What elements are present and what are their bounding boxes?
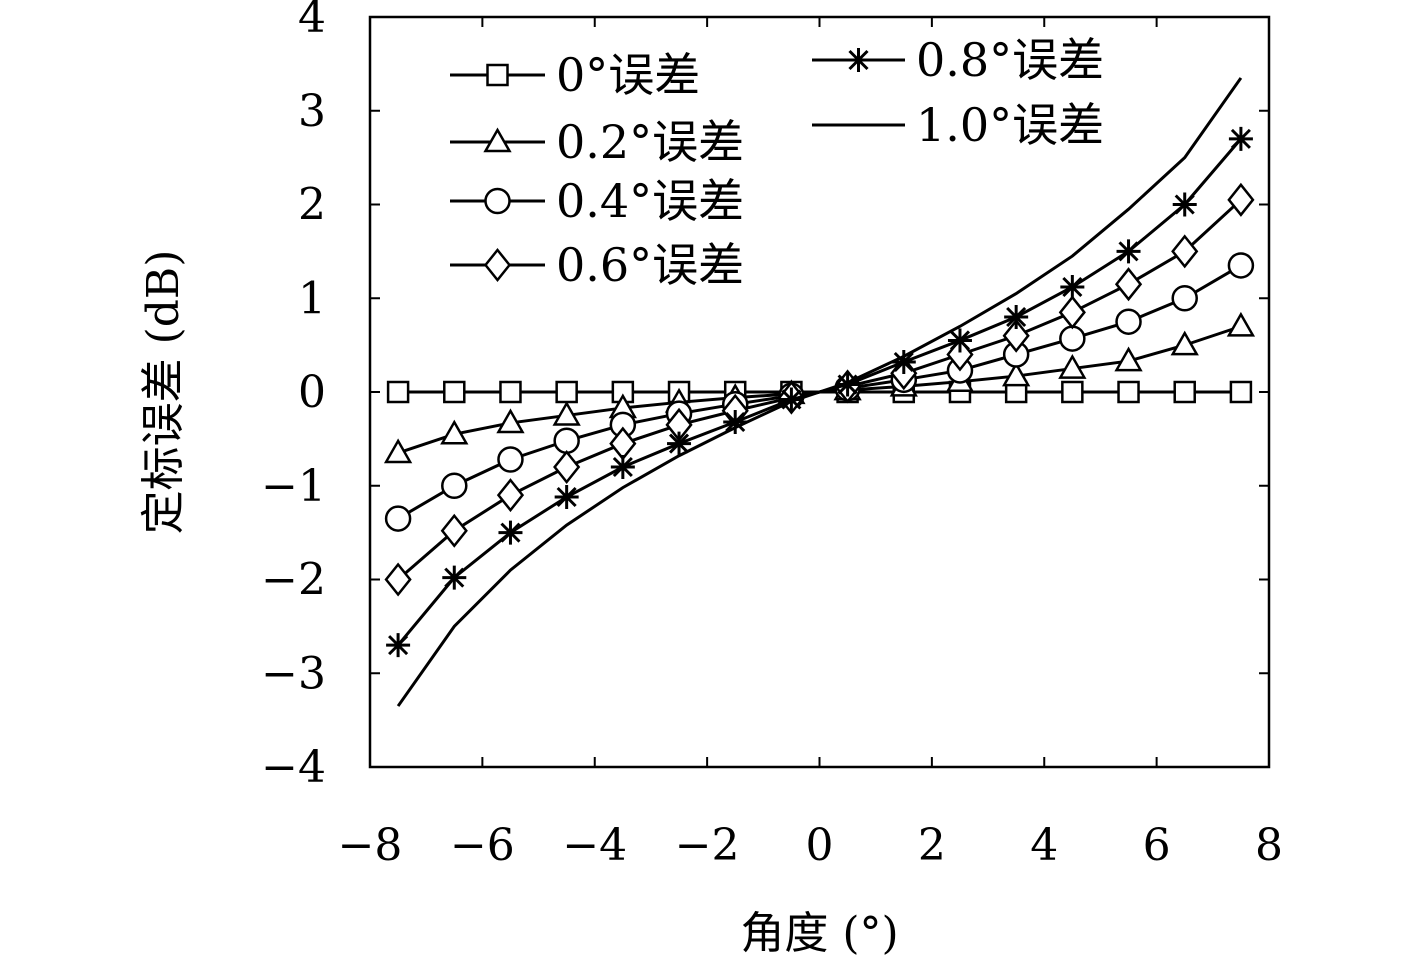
x-tick-label: 8: [1255, 820, 1283, 871]
y-tick-label: −3: [261, 648, 326, 699]
legend-entry: 0.4°误差: [450, 174, 744, 228]
y-tick-label: −1: [261, 461, 326, 512]
legend-marker-triangle: [483, 127, 512, 153]
legend: 0°误差 0.2°误差0.4°误差 0.6°误差 0.8°误差 1.0°误差: [450, 33, 1104, 292]
data-point-star: [723, 410, 748, 434]
x-tick-label: −4: [562, 820, 627, 871]
data-point-star: [554, 485, 579, 509]
data-point-triangle: [383, 438, 413, 464]
data-point-triangle: [1114, 346, 1143, 372]
data-point-square: [555, 380, 578, 404]
legend-entry: 0.6°误差: [450, 238, 744, 292]
series-5: [396, 77, 1243, 707]
data-point-circle: [1059, 325, 1086, 352]
series-layer: [383, 77, 1256, 707]
data-point-star: [1228, 126, 1253, 151]
data-point-square: [1061, 380, 1084, 404]
legend-label: 1.0°误差: [916, 98, 1104, 152]
ticks-layer: −8 −6 −4 −2 0 2 4 6 8 −4 −3 −2 −1 0 1 2 3 4: [261, 0, 1283, 871]
legend-marker-circle: [484, 187, 511, 215]
data-point-square: [386, 380, 410, 404]
data-point-diamond: [1114, 267, 1143, 302]
data-point-circle: [1171, 285, 1198, 312]
data-point-star: [779, 387, 804, 412]
x-tick-label: 6: [1143, 820, 1171, 871]
data-point-circle: [441, 472, 468, 499]
data-point-star: [1004, 305, 1029, 329]
y-tick-label: 4: [298, 0, 326, 43]
legend-marker-square: [486, 63, 509, 87]
data-point-star: [667, 431, 692, 456]
data-point-diamond: [553, 449, 581, 485]
data-point-triangle: [1058, 354, 1087, 379]
data-point-square: [499, 380, 522, 404]
data-point-square: [1229, 380, 1253, 404]
data-point-circle: [384, 505, 412, 532]
legend-label: 0°误差: [556, 48, 700, 102]
legend-entry: 0.8°误差: [812, 33, 1104, 87]
data-point-circle: [1115, 308, 1142, 335]
data-point-triangle: [1002, 361, 1031, 387]
legend-marker-star: [846, 48, 871, 72]
series-2: [384, 252, 1255, 532]
y-tick-label: 2: [298, 180, 326, 231]
y-tick-label: 0: [298, 367, 326, 418]
data-point-diamond: [1058, 295, 1086, 330]
data-point-star: [442, 565, 467, 590]
data-point-triangle: [440, 419, 469, 445]
data-point-diamond: [496, 478, 525, 513]
legend-entry: 0.2°误差: [450, 115, 744, 169]
data-point-diamond: [1171, 234, 1199, 269]
data-point-triangle: [496, 408, 525, 434]
legend-label: 0.4°误差: [556, 174, 744, 228]
series-line: [396, 77, 1243, 707]
legend-entry: 1.0°误差: [812, 98, 1104, 152]
x-axis-title: 角度 (°): [740, 908, 898, 959]
y-tick-label: 3: [298, 86, 326, 137]
x-tick-label: 0: [806, 820, 834, 871]
data-point-triangle: [1226, 311, 1256, 337]
data-point-star: [947, 328, 972, 353]
y-tick-label: −2: [261, 555, 326, 606]
data-point-star: [386, 633, 411, 658]
data-point-circle: [497, 446, 524, 473]
x-tick-label: 4: [1030, 820, 1058, 871]
data-point-diamond: [1227, 182, 1255, 217]
x-tick-label: −2: [675, 820, 740, 871]
x-tick-label: −6: [450, 820, 515, 871]
y-tick-label: −4: [261, 742, 326, 793]
data-point-square: [443, 380, 466, 404]
x-tick-label: 2: [918, 820, 946, 871]
data-point-diamond: [384, 562, 412, 597]
data-point-star: [891, 350, 916, 374]
data-point-star: [1060, 275, 1085, 299]
x-tick-label: −8: [338, 820, 403, 871]
data-point-star: [1116, 239, 1141, 264]
data-point-circle: [553, 427, 580, 454]
data-point-square: [1173, 380, 1196, 404]
data-point-star: [1172, 192, 1197, 217]
data-point-star: [835, 372, 860, 397]
series-0: [386, 380, 1253, 404]
y-axis-title: 定标误差 (dB): [138, 250, 189, 535]
data-point-circle: [1227, 252, 1255, 279]
y-tick-label: 1: [298, 273, 326, 324]
legend-label: 0.2°误差: [556, 115, 744, 169]
data-point-diamond: [440, 513, 468, 548]
data-point-star: [610, 455, 635, 479]
data-point-triangle: [552, 400, 581, 426]
legend-label: 0.8°误差: [916, 33, 1104, 87]
data-point-triangle: [1170, 330, 1199, 356]
data-point-star: [498, 520, 523, 545]
legend-label: 0.6°误差: [556, 238, 744, 292]
data-point-diamond: [1002, 318, 1030, 353]
data-point-square: [1117, 380, 1140, 404]
legend-entry: 0°误差: [450, 48, 700, 102]
legend-marker-diamond: [483, 247, 512, 283]
